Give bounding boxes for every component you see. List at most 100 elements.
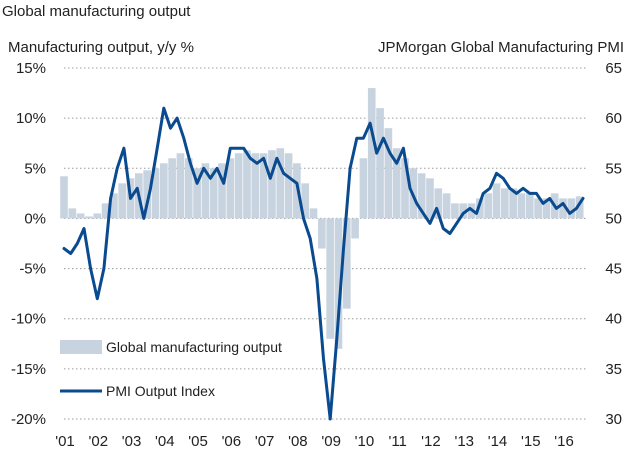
- output-bar: [326, 218, 334, 339]
- output-bar: [201, 163, 210, 219]
- right-tick-label: 55: [605, 160, 622, 177]
- right-tick-label: 35: [605, 361, 622, 378]
- legend: Global manufacturing output PMI Output I…: [60, 339, 282, 399]
- output-bar: [367, 88, 376, 219]
- output-bar: [243, 150, 251, 219]
- output-bar: [567, 198, 576, 219]
- left-tick-label: 5%: [24, 160, 46, 177]
- output-bar: [492, 183, 501, 219]
- left-tick-label: 0%: [24, 210, 46, 227]
- output-bar: [284, 153, 293, 219]
- x-tick-label: '05: [188, 433, 208, 450]
- pmi-line: [62, 106, 585, 421]
- x-tick-label: '16: [554, 433, 574, 450]
- output-bar: [484, 193, 493, 219]
- output-bar: [500, 188, 509, 219]
- output-bar: [251, 153, 260, 219]
- chart-title: Global manufacturing output: [2, 3, 191, 20]
- right-tick-label: 60: [605, 110, 622, 127]
- output-bar: [334, 218, 343, 349]
- output-bars: [60, 88, 584, 349]
- output-bar: [118, 183, 127, 219]
- right-tick-label: 30: [605, 411, 622, 428]
- output-bar: [168, 158, 176, 219]
- output-bar: [417, 173, 426, 219]
- right-axis-ticks: 65 60 55 50 45 40 35 30: [605, 60, 622, 428]
- output-bar: [151, 168, 160, 219]
- output-bar: [384, 128, 393, 219]
- x-tick-label: '09: [321, 433, 341, 450]
- x-tick-label: '01: [55, 433, 75, 450]
- output-bar: [575, 196, 584, 219]
- x-tick-label: '07: [255, 433, 275, 450]
- right-axis-title: JPMorgan Global Manufacturing PMI: [378, 39, 624, 56]
- output-bar: [301, 183, 310, 219]
- x-tick-label: '08: [288, 433, 308, 450]
- x-tick-label: '13: [454, 433, 474, 450]
- left-axis-title: Manufacturing output, y/y %: [8, 39, 194, 56]
- output-bar: [193, 168, 201, 219]
- legend-bar-swatch: [60, 340, 102, 354]
- output-bar: [451, 203, 459, 219]
- output-bar: [259, 153, 268, 219]
- output-bar: [268, 150, 276, 219]
- x-axis-ticks: '01 '02 '03 '04 '05 '06 '07 '08 '09 '10 '11 '12 '13 '…: [55, 433, 574, 450]
- x-tick-label: '03: [122, 433, 142, 450]
- x-tick-label: '02: [88, 433, 108, 450]
- output-bar: [309, 208, 318, 219]
- output-bar: [234, 153, 243, 219]
- output-bar: [401, 158, 409, 219]
- output-bar: [459, 203, 468, 219]
- left-tick-label: 10%: [16, 110, 46, 127]
- x-tick-label: '15: [521, 433, 541, 450]
- output-bar: [426, 178, 434, 219]
- right-tick-label: 40: [605, 311, 622, 328]
- output-bar: [342, 218, 351, 309]
- output-bar: [392, 148, 401, 219]
- left-tick-label: -10%: [11, 311, 46, 328]
- output-bar: [209, 168, 218, 219]
- output-bar: [559, 198, 567, 219]
- left-axis-ticks: 15% 10% 5% 0% -5% -10% -15% -20%: [11, 60, 46, 428]
- output-bar: [517, 193, 526, 219]
- x-tick-label: '14: [488, 433, 508, 450]
- x-tick-label: '12: [421, 433, 441, 450]
- output-bar: [442, 193, 451, 219]
- x-tick-label: '10: [355, 433, 375, 450]
- pmi-line-group: [62, 106, 585, 421]
- output-bar: [318, 218, 326, 249]
- output-bar: [143, 170, 152, 219]
- output-bar: [101, 203, 110, 219]
- output-bar: [434, 188, 443, 219]
- left-tick-label: -15%: [11, 361, 46, 378]
- output-bar: [110, 193, 118, 219]
- output-bar: [76, 213, 85, 219]
- right-tick-label: 50: [605, 210, 622, 227]
- output-bar: [542, 198, 551, 219]
- output-bar: [476, 198, 484, 219]
- output-bar: [176, 153, 185, 219]
- output-bar: [525, 193, 534, 219]
- x-tick-label: '11: [388, 433, 406, 450]
- right-tick-label: 45: [605, 261, 622, 278]
- output-bar: [184, 158, 193, 219]
- legend-label-pmi: PMI Output Index: [106, 383, 215, 399]
- output-bar: [218, 163, 226, 219]
- x-tick-label: '06: [222, 433, 242, 450]
- output-bar: [376, 108, 384, 219]
- output-bar: [68, 208, 77, 219]
- legend-label-output: Global manufacturing output: [106, 339, 282, 355]
- left-tick-label: -20%: [11, 411, 46, 428]
- output-bar: [85, 216, 93, 219]
- left-tick-label: -5%: [19, 261, 46, 278]
- right-tick-label: 65: [605, 60, 622, 77]
- output-bar: [159, 163, 168, 219]
- output-bar: [93, 213, 102, 219]
- output-bar: [226, 158, 235, 219]
- left-tick-label: 15%: [16, 60, 46, 77]
- x-tick-label: '04: [155, 433, 175, 450]
- output-bar: [60, 176, 68, 219]
- output-bar: [351, 218, 359, 239]
